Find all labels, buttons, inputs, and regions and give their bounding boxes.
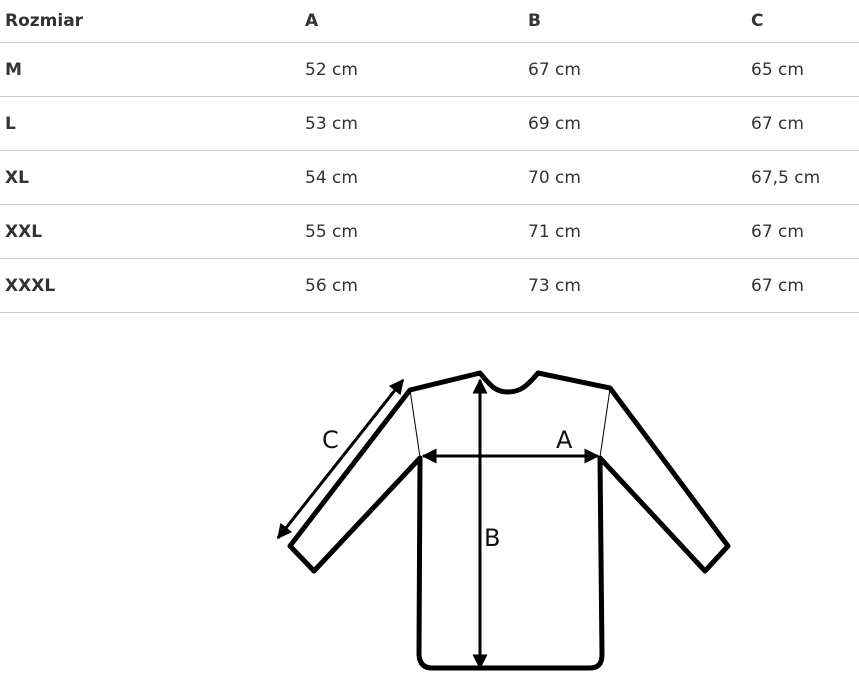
table-row: XXL 55 cm 71 cm 67 cm (0, 204, 859, 259)
measure-arrows (276, 378, 600, 670)
header-a: A (300, 0, 523, 43)
cell-c: 67 cm (746, 258, 859, 313)
table-row: L 53 cm 69 cm 67 cm (0, 96, 859, 151)
cell-b: 67 cm (523, 42, 746, 97)
label-b: B (484, 524, 500, 552)
cell-size: XXL (0, 204, 300, 259)
cell-a: 56 cm (300, 258, 523, 313)
label-a: A (556, 426, 573, 454)
table-row: XL 54 cm 70 cm 67,5 cm (0, 150, 859, 205)
cell-size: L (0, 96, 300, 151)
cell-a: 53 cm (300, 96, 523, 151)
header-size: Rozmiar (0, 0, 300, 43)
table-row: M 52 cm 67 cm 65 cm (0, 42, 859, 97)
cell-c: 67 cm (746, 204, 859, 259)
cell-c: 65 cm (746, 42, 859, 97)
size-table: Rozmiar A B C M 52 cm 67 cm 65 cm L 53 cm 69 c… (0, 0, 859, 313)
cell-b: 69 cm (523, 96, 746, 151)
cell-b: 71 cm (523, 204, 746, 259)
cell-size: XXXL (0, 258, 300, 313)
label-c: C (322, 426, 339, 454)
cell-a: 54 cm (300, 150, 523, 205)
seam-lines (409, 388, 611, 458)
table-row: XXXL 56 cm 73 cm 67 cm (0, 258, 859, 313)
header-b: B (523, 0, 746, 43)
cell-a: 55 cm (300, 204, 523, 259)
sweater-outline (287, 370, 731, 671)
table-header-row: Rozmiar A B C (0, 0, 859, 43)
cell-size: XL (0, 150, 300, 205)
arrow-c (276, 378, 405, 540)
cell-size: M (0, 42, 300, 97)
cell-c: 67,5 cm (746, 150, 859, 205)
cell-a: 52 cm (300, 42, 523, 97)
cell-b: 70 cm (523, 150, 746, 205)
cell-b: 73 cm (523, 258, 746, 313)
cell-c: 67 cm (746, 96, 859, 151)
header-c: C (746, 0, 859, 43)
